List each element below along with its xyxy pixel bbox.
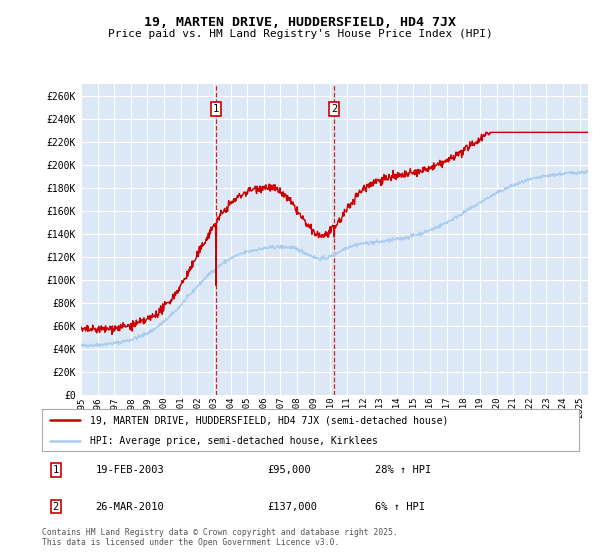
Text: Contains HM Land Registry data © Crown copyright and database right 2025.
This d: Contains HM Land Registry data © Crown c… [42,528,398,547]
Text: 28% ↑ HPI: 28% ↑ HPI [375,465,431,475]
Text: HPI: Average price, semi-detached house, Kirklees: HPI: Average price, semi-detached house,… [91,436,378,446]
Text: 2: 2 [53,502,59,511]
Text: 26-MAR-2010: 26-MAR-2010 [96,502,164,511]
Text: 19-FEB-2003: 19-FEB-2003 [96,465,164,475]
Text: £95,000: £95,000 [268,465,311,475]
Text: 19, MARTEN DRIVE, HUDDERSFIELD, HD4 7JX: 19, MARTEN DRIVE, HUDDERSFIELD, HD4 7JX [144,16,456,29]
Text: 6% ↑ HPI: 6% ↑ HPI [375,502,425,511]
Text: £137,000: £137,000 [268,502,317,511]
Text: 2: 2 [331,104,337,114]
Text: Price paid vs. HM Land Registry's House Price Index (HPI): Price paid vs. HM Land Registry's House … [107,29,493,39]
Text: 19, MARTEN DRIVE, HUDDERSFIELD, HD4 7JX (semi-detached house): 19, MARTEN DRIVE, HUDDERSFIELD, HD4 7JX … [91,415,449,425]
Text: 1: 1 [213,104,219,114]
Text: 1: 1 [53,465,59,475]
